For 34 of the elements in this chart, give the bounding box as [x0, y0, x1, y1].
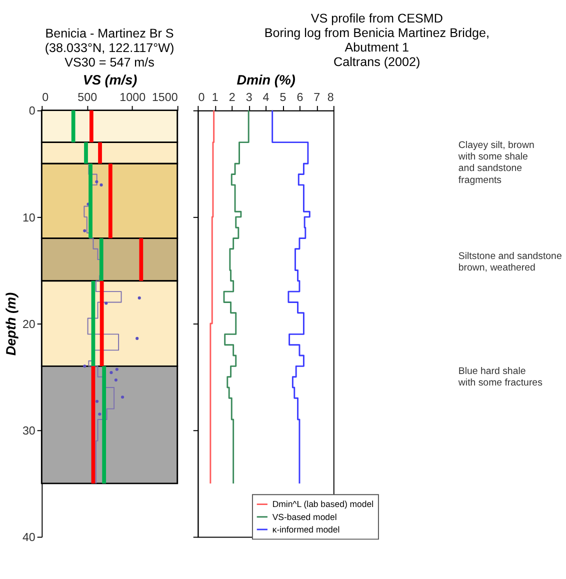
- legend-label: κ-informed model: [272, 524, 340, 534]
- x-tick-label: 0: [198, 91, 206, 104]
- legend-label: VS-based model: [272, 512, 337, 522]
- x-tick-label: 1000: [120, 91, 146, 104]
- y-tick-label: 40: [22, 531, 36, 544]
- text: Siltstone and sandstone brown, weathered: [458, 250, 562, 274]
- legend-label: Dmin^L (lab based) model: [272, 499, 374, 510]
- y-tick-label: 20: [22, 318, 36, 331]
- x-tick-label: 6: [296, 91, 304, 104]
- x-tick-label: 2: [228, 91, 236, 104]
- x-axis-title: VS (m/s): [82, 72, 138, 88]
- y-axis-title: Depth (m): [4, 292, 19, 356]
- x-tick-label: 500: [78, 91, 98, 104]
- x-tick-label: 0: [42, 91, 50, 104]
- text: Boring log from Benicia Martinez Bridge,: [264, 26, 490, 40]
- x-tick-label: 1: [212, 91, 218, 104]
- x-tick-label: 8: [327, 91, 334, 104]
- text: Benicia - Martinez Br S: [45, 26, 174, 41]
- text: Caltrans (2002): [334, 55, 420, 70]
- x-axis-title: Dmin (%): [236, 72, 296, 88]
- text: Abutment 1: [344, 40, 410, 55]
- x-tick-label: 5: [280, 91, 286, 104]
- text: Blue hard shale with some fractures: [457, 366, 543, 389]
- text: Clayey silt, brown with some shale and sandstone fragments: [457, 140, 534, 186]
- y-tick-label: 0: [28, 104, 36, 118]
- text: VS profile from CESMD: [310, 12, 443, 26]
- text: VS30 = 547 m/s: [64, 56, 154, 70]
- x-tick-label: 4: [262, 91, 270, 104]
- x-tick-label: 3: [246, 91, 252, 104]
- x-tick-label: 1500: [152, 91, 178, 104]
- text: (38.033°N, 122.117°W): [44, 41, 174, 56]
- x-tick-label: 7: [314, 91, 320, 104]
- y-tick-label: 10: [22, 211, 36, 224]
- y-tick-label: 30: [22, 424, 36, 438]
